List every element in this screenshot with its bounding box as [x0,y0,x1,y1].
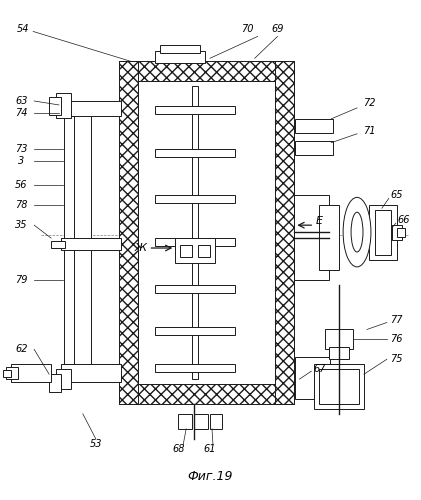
Text: E: E [316,216,323,226]
Text: Ж: Ж [134,243,147,253]
Text: 3: 3 [18,156,24,166]
Text: 63: 63 [15,96,27,106]
Bar [6,367,18,379]
Bar [119,62,294,81]
Bar [325,330,353,349]
Ellipse shape [351,212,363,252]
Bar [49,374,61,392]
Bar [61,101,120,116]
Text: 73: 73 [15,144,27,154]
Bar [198,245,210,257]
Bar [210,414,222,429]
Bar [314,364,364,409]
Bar [119,384,294,404]
Bar [61,364,120,382]
Bar [375,210,391,255]
Text: 61: 61 [204,444,216,454]
Bar [56,369,71,389]
Bar [51,241,65,248]
Bar [155,52,205,63]
Bar [175,238,215,263]
Text: 69: 69 [271,24,284,34]
Bar [155,238,235,246]
Bar [56,93,71,118]
Text: 35: 35 [15,220,27,230]
Text: 70: 70 [242,24,254,34]
Bar [180,245,192,257]
Bar [3,370,11,377]
Text: 67: 67 [313,364,325,374]
Bar [73,106,91,369]
Bar [155,285,235,292]
Bar [319,206,339,270]
Text: 72: 72 [363,98,375,108]
Bar [294,196,329,280]
Bar [61,238,120,250]
Bar [155,106,235,114]
Bar [155,148,235,156]
Bar [296,119,333,133]
Bar [160,46,200,54]
Bar [155,196,235,203]
Text: 68: 68 [172,444,184,454]
Bar [49,97,61,115]
Text: 78: 78 [15,200,27,210]
Ellipse shape [343,198,371,267]
Bar [155,364,235,372]
Text: 56: 56 [15,180,27,190]
Bar [369,206,397,260]
Bar [178,414,192,429]
Text: 62: 62 [15,344,27,354]
Bar [139,81,274,384]
Bar [329,348,349,360]
Text: 66: 66 [397,215,410,225]
Text: 79: 79 [15,275,27,285]
Text: 75: 75 [391,354,403,364]
Text: 54: 54 [17,24,29,34]
Bar [155,328,235,336]
Bar [296,140,333,154]
Bar [119,62,139,404]
Bar [194,414,208,429]
Bar [192,86,198,379]
Bar [296,358,330,399]
Text: 53: 53 [90,438,102,448]
Text: 65: 65 [391,190,403,200]
Bar [397,228,405,237]
Bar [274,62,294,404]
Bar [319,369,359,404]
Text: 76: 76 [391,334,403,344]
Text: 71: 71 [363,126,375,136]
Bar [11,364,51,382]
Bar [392,225,402,240]
Text: 77: 77 [391,314,403,324]
Text: Фиг.19: Фиг.19 [187,470,233,483]
Text: 74: 74 [15,108,27,118]
Bar [64,111,74,364]
